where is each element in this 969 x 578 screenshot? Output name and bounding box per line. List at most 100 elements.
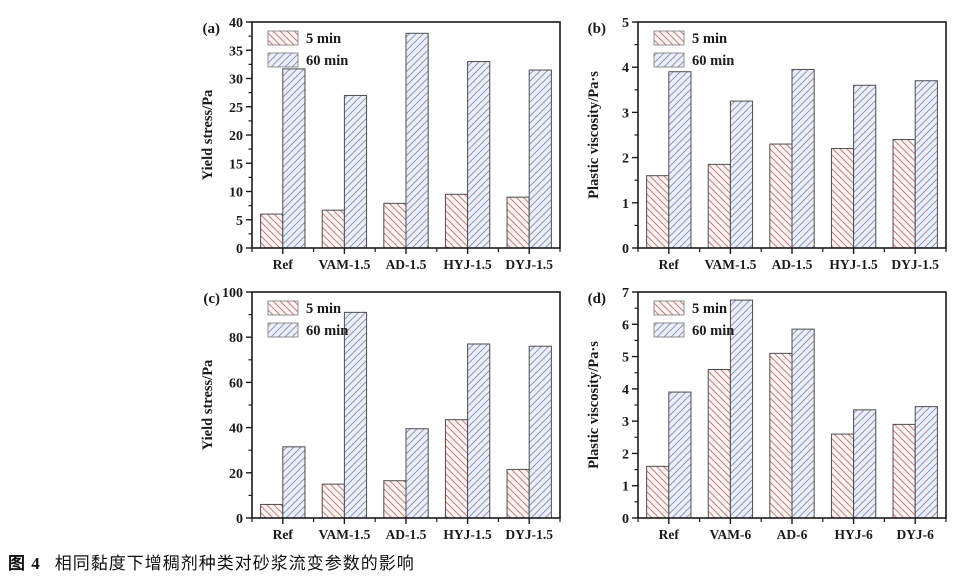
- legend-label: 5 min: [692, 301, 727, 317]
- panel-label: (d): [588, 291, 606, 307]
- y-tick-label: 20: [229, 467, 243, 482]
- x-category-label: Ref: [273, 257, 294, 272]
- figure-caption-label: 图 4: [8, 554, 41, 573]
- y-tick-label: 5: [622, 16, 629, 31]
- bar-60min-HYJ-1.5: [853, 84, 877, 249]
- bar-5min-VAM-1.5: [321, 483, 345, 519]
- y-tick-label: 2: [622, 447, 629, 462]
- y-tick-label: 35: [229, 44, 243, 59]
- x-category-label: Ref: [273, 527, 294, 542]
- x-category-label: HYJ-1.5: [443, 527, 492, 542]
- y-tick-label: 20: [229, 129, 243, 144]
- legend-label: 5 min: [692, 31, 727, 47]
- y-tick-label: 40: [229, 422, 243, 437]
- y-tick-label: 5: [622, 351, 629, 366]
- bar-60min-VAM-1.5: [729, 100, 754, 249]
- x-category-label: AD-1.5: [386, 257, 427, 272]
- x-category-label: AD-1.5: [386, 527, 427, 542]
- bar-5min-Ref: [260, 213, 284, 249]
- y-axis-label: Yield stress/Pa: [200, 359, 216, 450]
- bar-60min-HYJ-1.5: [467, 343, 491, 519]
- y-axis-label: Plastic viscosity/Pa·s: [586, 341, 602, 469]
- bar-5min-DYJ-1.5: [506, 196, 530, 249]
- bar-5min-HYJ-1.5: [444, 419, 469, 519]
- y-tick-label: 6: [622, 318, 629, 333]
- y-tick-label: 1: [622, 480, 629, 495]
- bar-60min-Ref: [282, 68, 306, 249]
- x-category-label: VAM-1.5: [318, 527, 370, 542]
- bar-5min-Ref: [646, 175, 670, 249]
- y-tick-label: 80: [229, 331, 243, 346]
- chart-panel-d: 0 1 2 3 4 5 6 7 Ref VAM-6 AD-6 HYJ-6 DYJ-6 Plastic vi…: [550, 276, 956, 544]
- chart-c: 0 20 40 60 80 100 Ref VAM-1.5 AD-1.5 HYJ-1.5 DYJ-1…: [200, 286, 561, 542]
- bar-5min-HYJ-1.5: [444, 193, 469, 249]
- y-axis-label: Plastic viscosity/Pa·s: [586, 71, 602, 199]
- legend-label: 60 min: [306, 53, 348, 69]
- x-category-label: HYJ-1.5: [829, 257, 878, 272]
- chart-a: 0 5 10 15 20 25 30 35 40 Ref VAM-1.5 AD-1.5 HYJ-1.5 D…: [200, 16, 561, 272]
- legend-swatch-60min: [653, 322, 685, 338]
- bar-60min-AD-1.5: [405, 32, 429, 249]
- bar-60min-DYJ-1.5: [528, 69, 552, 249]
- legend-label: 60 min: [692, 53, 734, 69]
- x-category-label: DYJ-1.5: [505, 527, 553, 542]
- figure-caption: 图 4 相同黏度下增稠剂种类对砂浆流变参数的影响: [8, 549, 415, 574]
- y-tick-label: 4: [622, 61, 629, 76]
- panel-label: (c): [203, 291, 220, 307]
- bar-60min-DYJ-1.5: [914, 80, 938, 249]
- bar-5min-VAM-6: [707, 368, 731, 519]
- chart-panel-c: 0 20 40 60 80 100 Ref VAM-1.5 AD-1.5 HYJ-1.5 DYJ-1…: [164, 276, 570, 544]
- bar-5min-HYJ-1.5: [830, 148, 855, 249]
- y-tick-label: 15: [229, 157, 243, 172]
- bar-60min-DYJ-6: [914, 406, 938, 519]
- bar-5min-Ref: [260, 503, 284, 519]
- y-tick-label: 100: [222, 286, 243, 301]
- bar-60min-Ref: [668, 71, 692, 249]
- x-category-label: HYJ-6: [834, 527, 872, 542]
- chart-d: 0 1 2 3 4 5 6 7 Ref VAM-6 AD-6 HYJ-6 DYJ-6 Plastic vi…: [586, 286, 947, 542]
- bar-5min-AD-1.5: [383, 480, 407, 519]
- bar-60min-AD-6: [791, 328, 815, 519]
- x-category-label: Ref: [659, 257, 680, 272]
- y-tick-label: 4: [622, 383, 629, 398]
- bar-60min-HYJ-1.5: [467, 61, 491, 249]
- x-category-label: Ref: [659, 527, 680, 542]
- x-category-label: DYJ-1.5: [505, 257, 553, 272]
- bar-5min-VAM-1.5: [707, 163, 731, 249]
- y-tick-label: 1: [622, 197, 629, 212]
- bar-5min-DYJ-1.5: [892, 139, 916, 249]
- figure-caption-text: 相同黏度下增稠剂种类对砂浆流变参数的影响: [54, 554, 415, 573]
- panel-label: (b): [588, 21, 606, 37]
- y-tick-label: 10: [229, 186, 243, 201]
- bar-5min-AD-6: [769, 352, 793, 519]
- legend-swatch-5min: [267, 300, 299, 316]
- y-tick-label: 0: [236, 242, 243, 257]
- bar-5min-AD-1.5: [383, 202, 407, 249]
- bar-60min-HYJ-6: [853, 409, 877, 519]
- y-tick-label: 5: [236, 214, 243, 229]
- y-tick-label: 0: [622, 242, 629, 257]
- x-category-label: HYJ-1.5: [443, 257, 492, 272]
- legend-label: 60 min: [692, 323, 734, 339]
- legend-label: 5 min: [306, 31, 341, 47]
- y-tick-label: 2: [622, 152, 629, 167]
- chart-panel-b: 0 1 2 3 4 5 Ref VAM-1.5 AD-1.5 HYJ-1.5 DYJ-1.5 Plas…: [550, 6, 956, 274]
- y-axis-label: Yield stress/Pa: [200, 89, 216, 180]
- bar-5min-DYJ-6: [892, 423, 916, 519]
- y-tick-label: 3: [622, 106, 629, 121]
- bar-60min-VAM-1.5: [343, 94, 368, 249]
- panel-label: (a): [203, 21, 221, 37]
- bar-60min-AD-1.5: [405, 428, 429, 519]
- bar-60min-AD-1.5: [791, 68, 815, 249]
- y-tick-label: 25: [229, 101, 243, 116]
- legend-swatch-5min: [653, 300, 685, 316]
- y-tick-label: 30: [229, 73, 243, 88]
- x-category-label: VAM-6: [710, 527, 752, 542]
- chart-b: 0 1 2 3 4 5 Ref VAM-1.5 AD-1.5 HYJ-1.5 DYJ-1.5 Plas…: [586, 16, 947, 272]
- y-tick-label: 0: [236, 512, 243, 527]
- bar-60min-VAM-1.5: [343, 311, 368, 519]
- bar-60min-DYJ-1.5: [528, 345, 552, 519]
- y-tick-label: 7: [622, 286, 629, 301]
- y-tick-label: 40: [229, 16, 243, 31]
